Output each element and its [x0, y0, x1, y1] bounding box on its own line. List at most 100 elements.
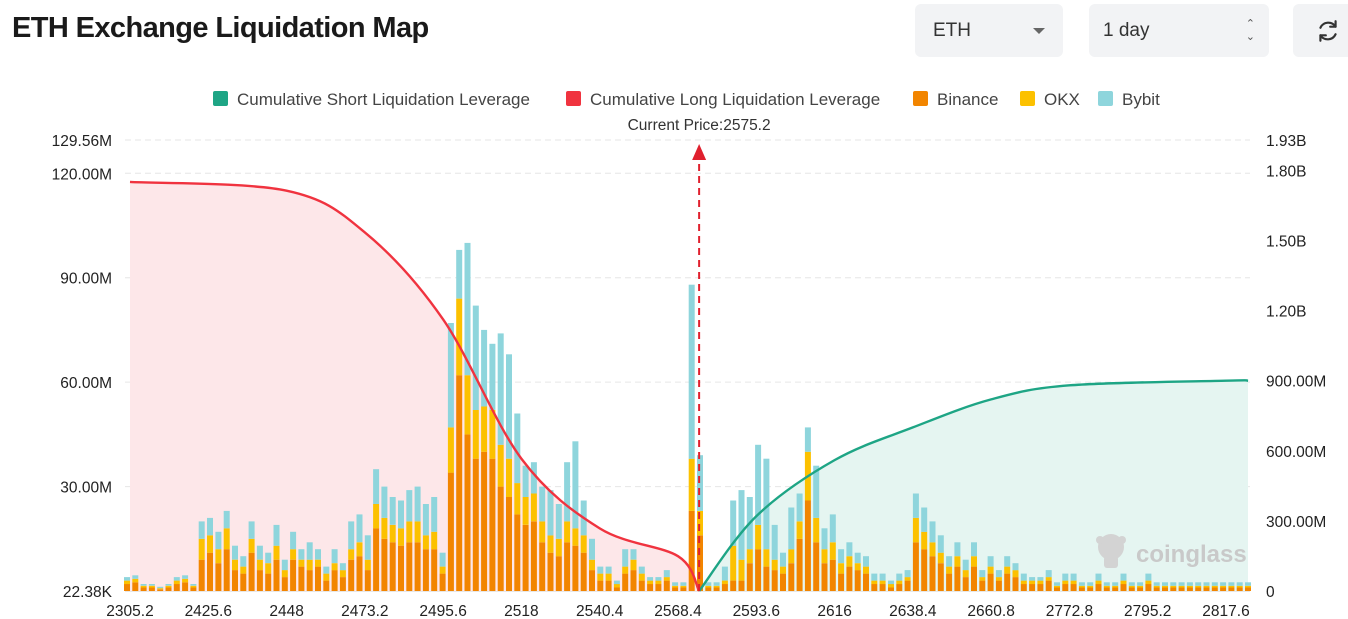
bar-binance — [173, 584, 180, 591]
bar-binance — [1062, 584, 1069, 591]
bar-okx — [630, 559, 637, 571]
bar-okx — [937, 552, 944, 564]
bar-binance — [1137, 587, 1144, 591]
bar-bybit — [921, 507, 928, 532]
bar-binance — [705, 587, 712, 591]
bar-bybit — [248, 521, 255, 539]
bar-bybit — [522, 465, 529, 497]
bar-okx — [173, 580, 180, 585]
bar-okx — [1054, 585, 1060, 588]
bar-okx — [356, 542, 363, 557]
bar-bybit — [771, 524, 778, 560]
bar-bybit — [1062, 573, 1069, 581]
bar-bybit — [290, 531, 297, 550]
bar-binance — [514, 514, 521, 591]
bar-binance — [373, 528, 380, 591]
bar-binance — [564, 542, 571, 591]
bar-bybit — [223, 510, 230, 529]
coin-select[interactable]: ETH — [915, 4, 1063, 57]
bar-okx — [688, 458, 695, 511]
bar-okx — [472, 410, 479, 459]
bar-bybit — [589, 538, 595, 560]
bar-bybit — [912, 493, 919, 518]
bar-bybit — [389, 497, 396, 525]
bar-bybit — [422, 504, 429, 536]
bar-bybit — [381, 486, 388, 518]
bar-binance — [290, 559, 297, 591]
x-tick-label: 2305.2 — [106, 603, 153, 619]
chart-axes: 129.56M 120.00M 90.00M 60.00M 30.00M 22.38K 1.… — [52, 133, 1327, 619]
bar-binance — [348, 559, 355, 591]
bar-binance — [1020, 584, 1027, 591]
chevron-down-icon — [1033, 27, 1045, 34]
bar-binance — [1045, 580, 1052, 591]
bar-binance — [406, 542, 413, 591]
bar-bybit — [1178, 582, 1185, 586]
bar-okx — [306, 559, 313, 571]
refresh-button[interactable] — [1293, 4, 1348, 57]
bar-okx — [339, 570, 346, 578]
bar-bybit — [456, 249, 463, 299]
bar-okx — [124, 580, 130, 585]
bar-binance — [630, 570, 637, 591]
bar-okx — [281, 570, 288, 578]
bar-binance — [215, 563, 222, 591]
bar-bybit — [298, 549, 305, 560]
bar-bybit — [481, 329, 488, 407]
bar-okx — [506, 458, 512, 497]
bar-okx — [821, 549, 828, 564]
bar-binance — [273, 559, 280, 591]
bar-bybit — [198, 521, 205, 539]
bar-bybit — [497, 333, 504, 445]
bar-bybit — [937, 535, 944, 553]
bar-bybit — [1128, 582, 1135, 586]
watermark-text: coinglass — [1136, 541, 1247, 568]
bar-binance — [547, 552, 554, 591]
bar-bybit — [829, 514, 836, 543]
bar-binance — [315, 566, 321, 591]
bar-binance — [356, 556, 363, 591]
bar-binance — [589, 570, 595, 591]
bar-bybit — [555, 504, 562, 539]
bar-bybit — [838, 549, 845, 564]
bar-bybit — [215, 531, 222, 550]
bar-bybit — [514, 413, 521, 484]
bar-okx — [730, 545, 737, 581]
bar-binance — [721, 584, 728, 591]
chart-legend: Cumulative Short Liquidation Leverage Cum… — [213, 90, 1160, 109]
bar-bybit — [364, 535, 371, 560]
bar-bybit — [896, 573, 903, 581]
bar-bybit — [1045, 570, 1052, 578]
bar-okx — [248, 538, 255, 553]
y-right-tick-label: 1.50B — [1266, 233, 1307, 250]
bar-okx — [148, 585, 155, 588]
bar-bybit — [995, 570, 1002, 578]
bar-okx — [1170, 585, 1177, 588]
bar-okx — [555, 538, 562, 557]
bar-bybit — [190, 584, 197, 586]
bar-okx — [514, 483, 521, 515]
x-tick-label: 2518 — [504, 603, 538, 619]
period-select[interactable]: 1 day ⌃ ⌄ — [1089, 4, 1269, 57]
bar-binance — [1128, 587, 1135, 591]
bar-bybit — [1012, 563, 1019, 571]
bar-okx — [439, 566, 446, 574]
bar-okx — [921, 531, 928, 550]
bar-bybit — [613, 580, 620, 585]
cumulative-short-line — [698, 379, 1249, 592]
bar-binance — [530, 521, 537, 591]
bar-okx — [971, 556, 977, 567]
bar-binance — [472, 458, 479, 591]
bar-bybit — [1054, 582, 1060, 586]
bar-okx — [547, 535, 554, 553]
bar-bybit — [946, 556, 953, 567]
bar-binance — [780, 573, 786, 591]
bar-bybit — [1037, 577, 1044, 581]
bar-okx — [672, 585, 679, 588]
bar-binance — [1153, 587, 1160, 591]
y-left-tick-label: 129.56M — [52, 133, 112, 150]
bar-binance — [1029, 584, 1036, 591]
bar-okx — [240, 566, 247, 574]
bar-okx — [447, 427, 454, 473]
bar-bybit — [1137, 582, 1144, 586]
